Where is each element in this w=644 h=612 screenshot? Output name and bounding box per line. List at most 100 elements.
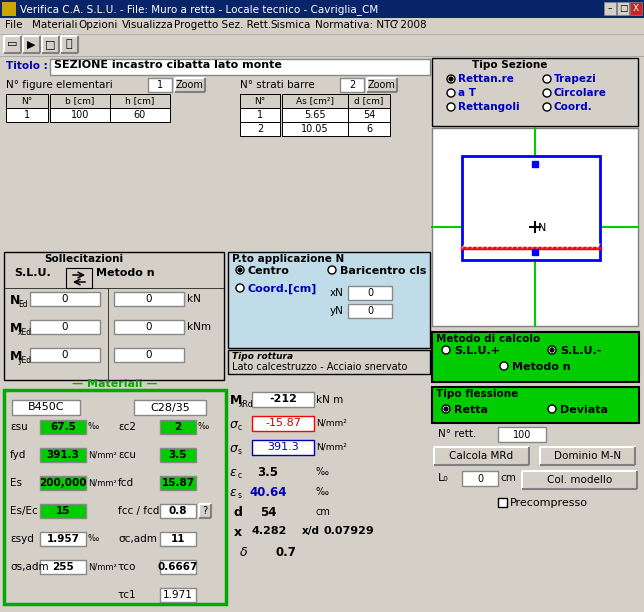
Bar: [348, 122, 390, 136]
Text: Ed: Ed: [18, 300, 28, 309]
Bar: [148, 78, 172, 92]
Text: Tipo Sezione: Tipo Sezione: [472, 60, 547, 70]
Bar: [40, 532, 86, 546]
Bar: [50, 59, 430, 75]
Text: 3.5: 3.5: [258, 466, 278, 479]
Text: ?: ?: [392, 20, 397, 30]
Text: τco: τco: [118, 562, 137, 572]
Text: N°: N°: [21, 97, 33, 105]
Bar: [175, 78, 205, 92]
Text: εsyd: εsyd: [10, 534, 34, 544]
Text: Tipo flessione: Tipo flessione: [436, 389, 518, 399]
Circle shape: [543, 75, 551, 83]
Text: d [cm]: d [cm]: [354, 97, 384, 105]
Text: Col. modello: Col. modello: [547, 475, 612, 485]
Text: N°: N°: [254, 97, 265, 105]
Text: yEd: yEd: [18, 356, 32, 365]
Bar: [134, 400, 206, 415]
Text: εcu: εcu: [118, 450, 136, 460]
Text: 1: 1: [257, 110, 263, 120]
Text: s: s: [238, 447, 242, 456]
Text: x/d: x/d: [302, 526, 320, 536]
Bar: [4, 36, 21, 53]
Text: Deviata: Deviata: [560, 405, 608, 415]
Text: Sollecitazioni: Sollecitazioni: [44, 254, 123, 264]
Bar: [160, 504, 196, 518]
Text: 1: 1: [24, 110, 30, 120]
Circle shape: [442, 346, 450, 354]
Text: Circolare: Circolare: [554, 88, 607, 98]
Text: ‰: ‰: [316, 487, 329, 497]
Text: N° rett.: N° rett.: [438, 429, 477, 439]
Text: h [cm]: h [cm]: [126, 97, 155, 105]
Text: Rettan.re: Rettan.re: [458, 74, 514, 84]
Circle shape: [548, 346, 556, 354]
Bar: [40, 476, 86, 490]
Text: δ: δ: [240, 546, 248, 559]
Text: 1.957: 1.957: [46, 534, 79, 544]
Text: N: N: [10, 294, 21, 307]
Text: 67.5: 67.5: [50, 422, 76, 432]
Text: kN m: kN m: [316, 395, 343, 405]
Bar: [432, 128, 638, 326]
Bar: [40, 448, 86, 462]
Text: ‰: ‰: [88, 422, 99, 431]
Text: τc1: τc1: [118, 590, 137, 600]
Text: File: File: [5, 20, 23, 30]
Bar: [540, 447, 635, 465]
Circle shape: [442, 405, 450, 413]
Text: Retta: Retta: [454, 405, 488, 415]
Bar: [40, 560, 86, 574]
Bar: [12, 400, 80, 415]
Text: Verifica C.A. S.L.U. - File: Muro a retta - Locale tecnico - Cavriglia_CM: Verifica C.A. S.L.U. - File: Muro a rett…: [20, 4, 378, 15]
Text: Metodo n: Metodo n: [512, 362, 571, 372]
Bar: [30, 292, 100, 306]
Text: 0: 0: [367, 306, 373, 316]
Circle shape: [543, 89, 551, 97]
Text: N/mm²: N/mm²: [88, 478, 117, 487]
Bar: [432, 387, 639, 423]
Text: xEd: xEd: [18, 328, 32, 337]
Bar: [110, 108, 170, 122]
Bar: [160, 448, 196, 462]
Text: ‰: ‰: [198, 422, 209, 431]
Bar: [617, 2, 629, 15]
Bar: [367, 78, 397, 92]
Text: 255: 255: [52, 562, 74, 572]
Text: N/mm²: N/mm²: [316, 419, 347, 428]
Text: 0: 0: [62, 350, 68, 360]
Bar: [30, 348, 100, 362]
Bar: [4, 390, 226, 604]
Bar: [240, 108, 280, 122]
Text: Progetto Sez. Rett.: Progetto Sez. Rett.: [174, 20, 271, 30]
Bar: [228, 350, 430, 374]
Text: ε: ε: [230, 466, 237, 479]
Bar: [434, 447, 529, 465]
Text: b [cm]: b [cm]: [65, 97, 95, 105]
Text: -212: -212: [269, 395, 297, 405]
Text: 2: 2: [349, 80, 355, 90]
Circle shape: [328, 266, 336, 274]
Text: 0: 0: [62, 294, 68, 304]
Bar: [604, 2, 616, 15]
Text: 0: 0: [146, 350, 152, 360]
Bar: [199, 504, 211, 518]
Bar: [40, 504, 86, 518]
Text: fcc / fcd: fcc / fcd: [118, 506, 159, 516]
Text: ▶: ▶: [27, 40, 35, 50]
Text: cm: cm: [316, 507, 331, 517]
Text: σ: σ: [230, 442, 238, 455]
Text: xN: xN: [330, 288, 344, 298]
Text: c: c: [238, 471, 242, 480]
Text: c: c: [238, 423, 242, 432]
Text: 5.65: 5.65: [304, 110, 326, 120]
Text: Trapezi: Trapezi: [554, 74, 597, 84]
Bar: [0, 56, 644, 57]
Bar: [40, 420, 86, 434]
Text: N° strati barre: N° strati barre: [240, 80, 315, 90]
Circle shape: [543, 103, 551, 111]
Text: Visualizza: Visualizza: [122, 20, 174, 30]
Text: 0: 0: [477, 474, 483, 483]
Bar: [228, 252, 430, 348]
Circle shape: [447, 75, 455, 83]
